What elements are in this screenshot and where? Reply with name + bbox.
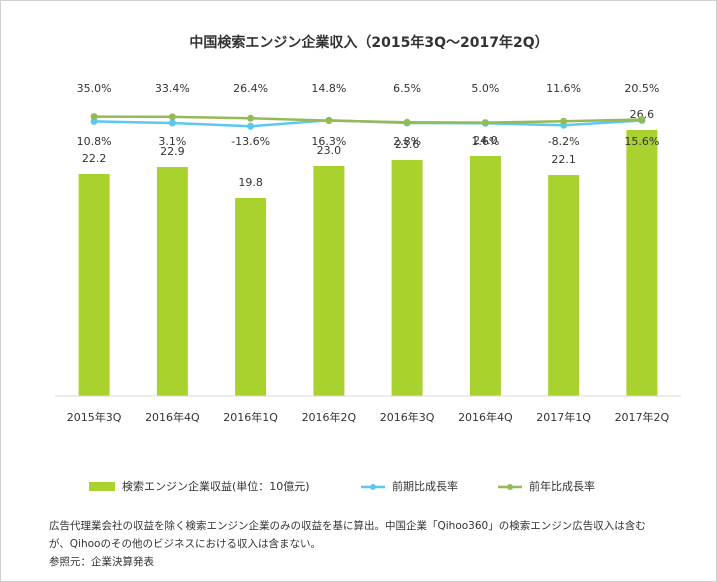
yoy-point-5 <box>481 119 489 127</box>
qoq-point-2 <box>247 122 255 130</box>
footnote-line-2: が、Qihooのその他のビジネスにおける収入は含まない。 <box>49 538 321 550</box>
legend: 検索エンジン企業収益(単位：10億元) 前期比成長率 前年比成長率 <box>89 479 595 493</box>
bar-label-2: 19.8 <box>238 176 263 189</box>
bar-3 <box>313 166 345 396</box>
footnote-line-1: 広告代理業会社の収益を除く検索エンジン企業のみの収益を基に算出。中国企業「Qih… <box>49 520 646 532</box>
qoq-label-5: 1.6% <box>471 135 499 148</box>
qoq-label-6: -8.2% <box>548 135 580 148</box>
bar-1 <box>156 167 188 396</box>
yoy-point-6 <box>560 117 568 125</box>
yoy-label-4: 6.5% <box>393 82 421 95</box>
legend-label-yoy: 前年比成長率 <box>529 479 595 493</box>
yoy-point-4 <box>403 118 411 126</box>
yoy-label-7: 20.5% <box>624 82 659 95</box>
bar-label-3: 23.0 <box>317 144 342 157</box>
bar-2 <box>235 198 267 396</box>
bar-label-7: 26.6 <box>630 108 655 121</box>
yoy-point-2 <box>247 114 255 122</box>
bar-0 <box>78 174 110 396</box>
yoy-label-0: 35.0% <box>77 82 112 95</box>
bar-label-5: 24.0 <box>473 134 498 147</box>
legend-label-bar: 検索エンジン企業収益(単位：10億元) <box>122 479 310 493</box>
qoq-point-1 <box>168 119 176 127</box>
yoy-label-2: 26.4% <box>233 82 268 95</box>
x-tick-label-5: 2016年4Q <box>458 410 513 424</box>
bar-6 <box>548 175 580 396</box>
x-tick-label-3: 2016年2Q <box>302 410 357 424</box>
qoq-label-7: 15.6% <box>624 135 659 148</box>
bar-4 <box>391 160 423 396</box>
yoy-label-3: 14.8% <box>311 82 346 95</box>
yoy-line <box>94 115 642 124</box>
yoy-label-6: 11.6% <box>546 82 581 95</box>
yoy-point-3 <box>325 117 333 125</box>
bar-label-6: 22.1 <box>551 153 576 166</box>
legend-swatch-bar <box>89 482 115 491</box>
bar-label-1: 22.9 <box>160 145 185 158</box>
legend-label-qoq: 前期比成長率 <box>392 479 458 493</box>
x-tick-label-2: 2016年1Q <box>223 410 278 424</box>
chart-title: 中国検索エンジン企業収入（2015年3Q～2017年2Q） <box>189 34 548 51</box>
legend-marker-qoq <box>370 484 376 490</box>
chart-canvas: 中国検索エンジン企業収入（2015年3Q～2017年2Q） 22.2 22.9 19… <box>55 34 681 493</box>
qoq-label-1: 3.1% <box>158 135 186 148</box>
x-tick-label-6: 2017年1Q <box>536 410 591 424</box>
yoy-label-5: 5.0% <box>471 82 499 95</box>
footnote: 広告代理業会社の収益を除く検索エンジン企業のみの収益を基に算出。中国企業「Qih… <box>49 517 689 571</box>
qoq-label-2: -13.6% <box>231 135 270 148</box>
x-tick-label-4: 2016年3Q <box>380 410 435 424</box>
x-tick-label-0: 2015年3Q <box>67 410 122 424</box>
qoq-label-0: 10.8% <box>77 135 112 148</box>
yoy-point-1 <box>168 113 176 121</box>
legend-marker-yoy <box>507 484 513 490</box>
yoy-point-7 <box>638 116 646 123</box>
bar-label-0: 22.2 <box>82 152 107 165</box>
bar-7 <box>626 130 658 396</box>
footnote-source: 参照元：企業決算発表 <box>49 556 154 568</box>
yoy-point-0 <box>90 113 98 121</box>
bar-5 <box>469 156 501 396</box>
x-tick-label-7: 2017年2Q <box>615 410 670 424</box>
bar-label-4: 23.6 <box>395 138 420 151</box>
qoq-point-0 <box>90 117 98 125</box>
yoy-label-1: 33.4% <box>155 82 190 95</box>
qoq-label-4: 2.8% <box>393 135 421 148</box>
x-tick-label-1: 2016年4Q <box>145 410 200 424</box>
qoq-label-3: 16.3% <box>311 135 346 148</box>
